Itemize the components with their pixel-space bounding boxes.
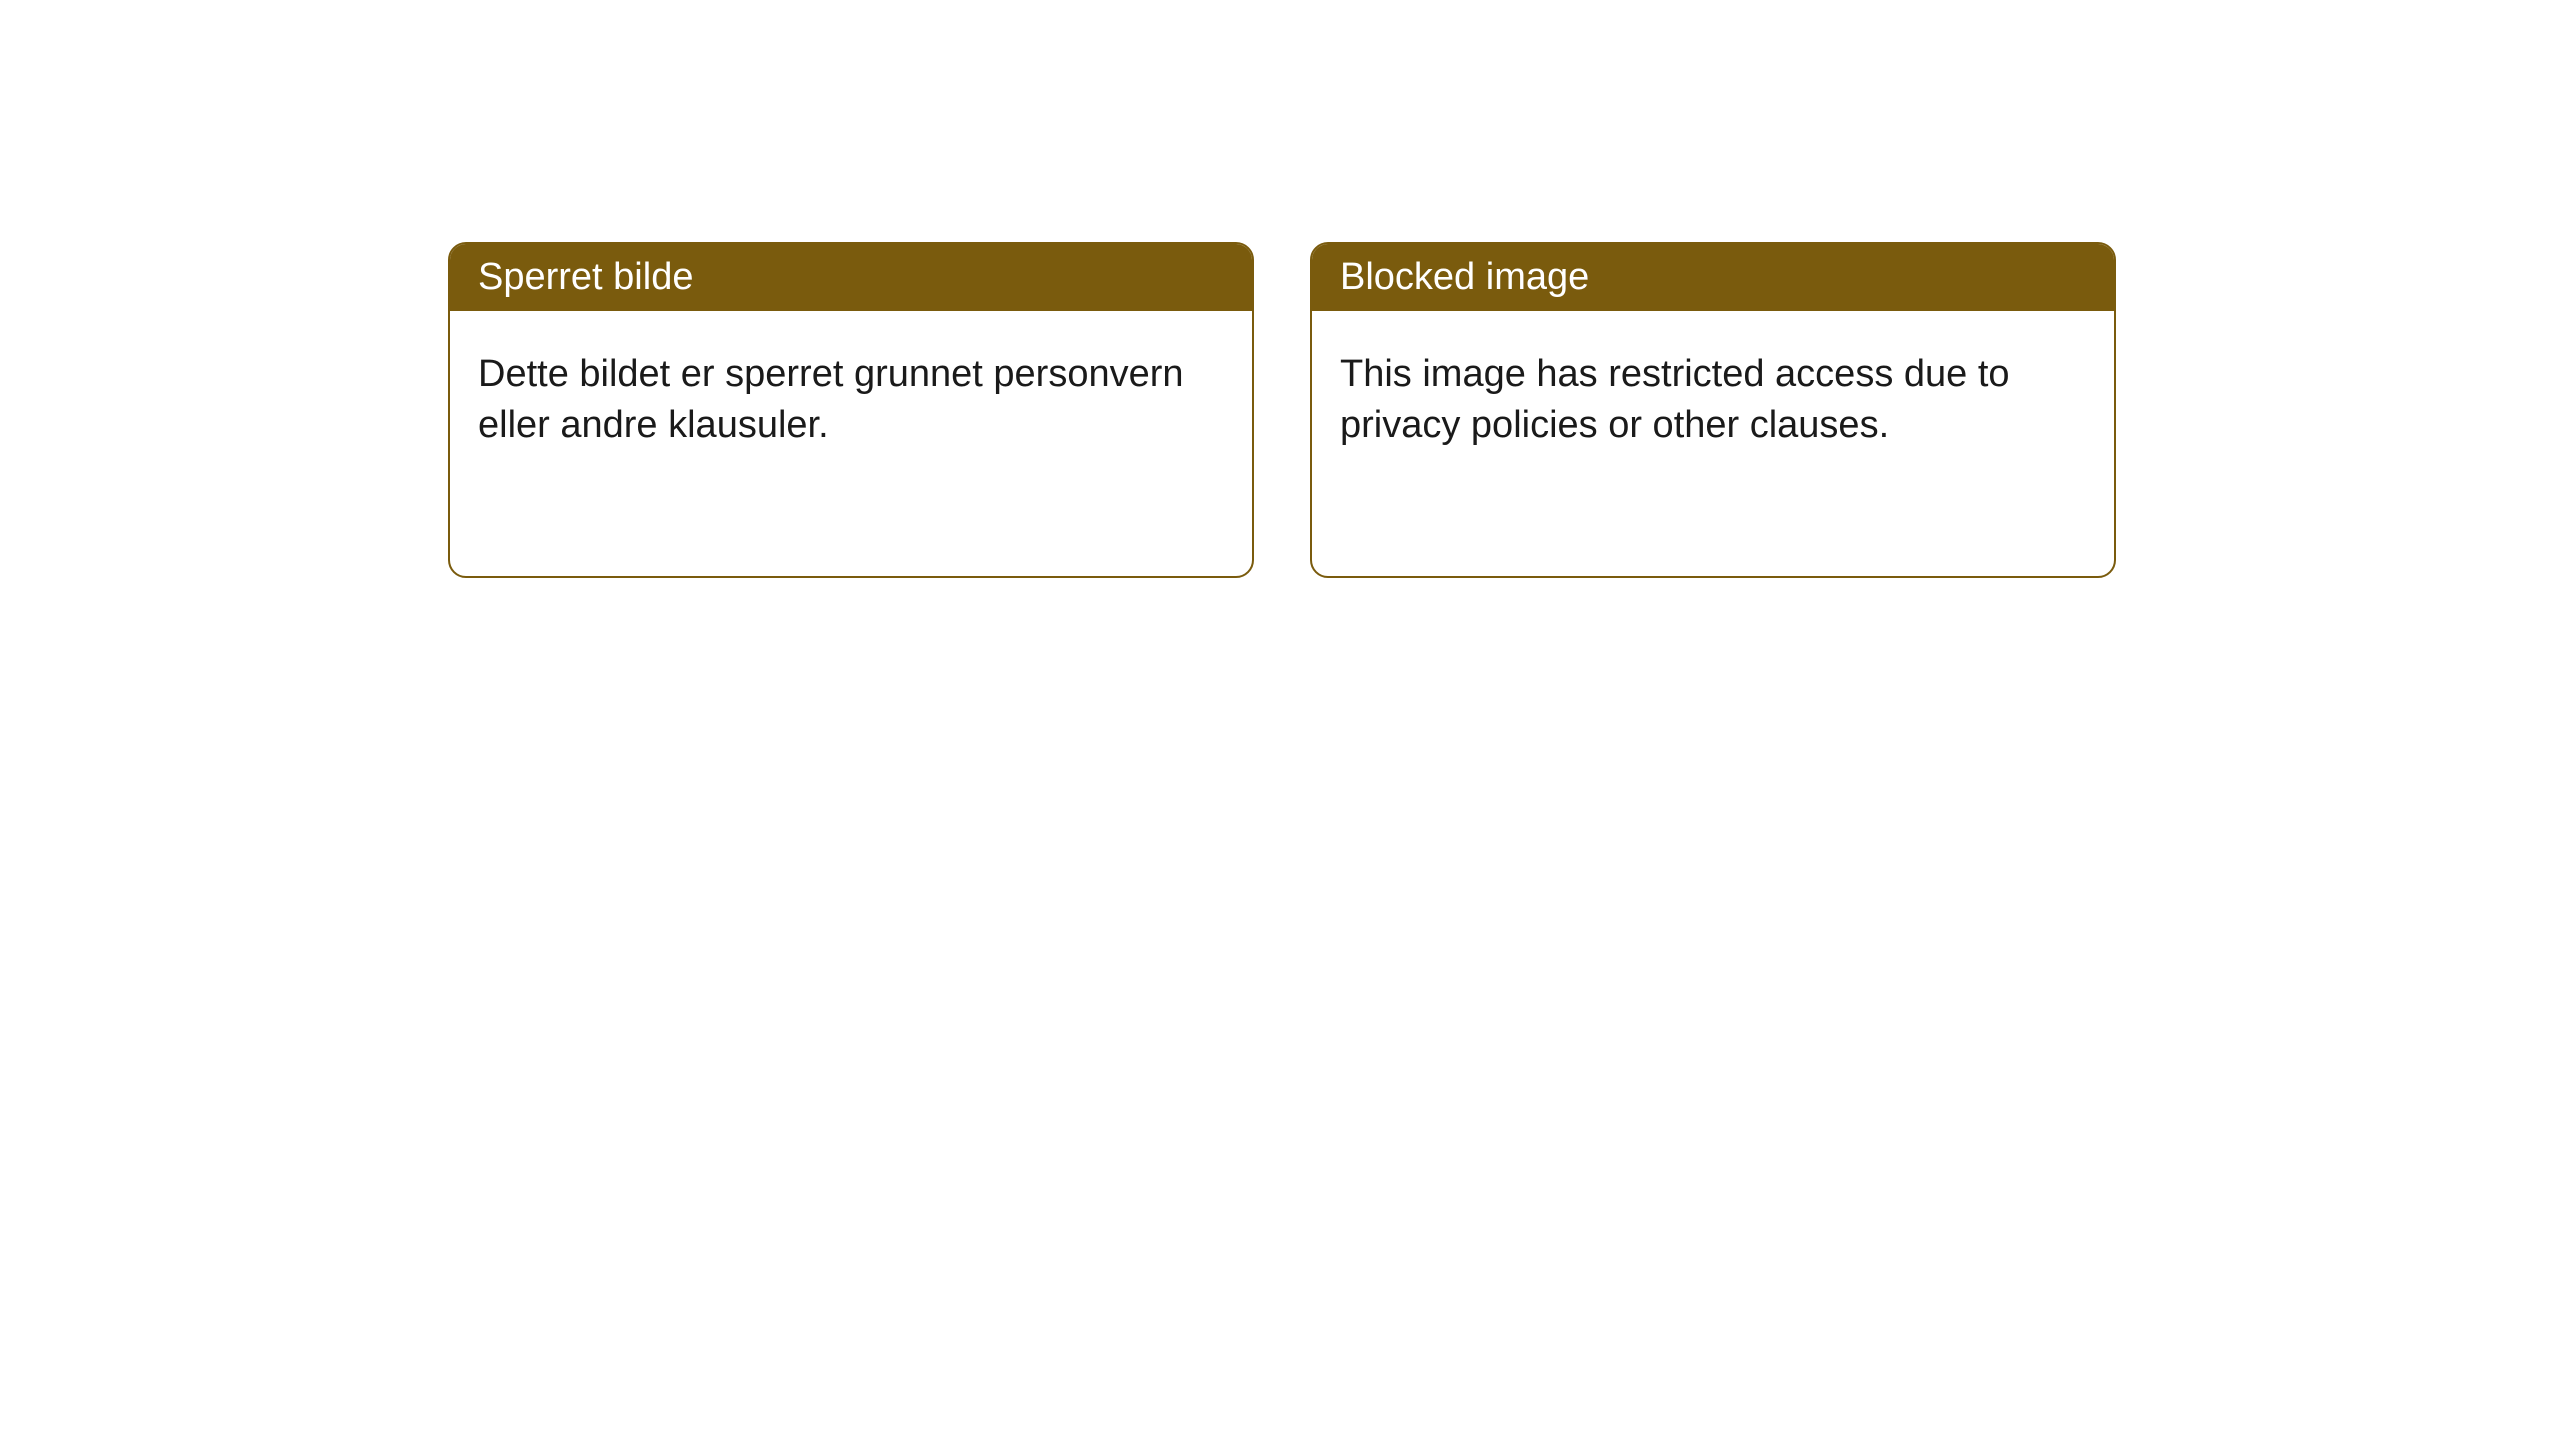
notice-card-title: Sperret bilde [450, 244, 1252, 311]
notice-card-english: Blocked image This image has restricted … [1310, 242, 2116, 578]
notice-card-body: Dette bildet er sperret grunnet personve… [450, 311, 1252, 490]
notice-card-norwegian: Sperret bilde Dette bildet er sperret gr… [448, 242, 1254, 578]
notice-card-body: This image has restricted access due to … [1312, 311, 2114, 490]
notice-card-title: Blocked image [1312, 244, 2114, 311]
notice-container: Sperret bilde Dette bildet er sperret gr… [0, 0, 2560, 578]
